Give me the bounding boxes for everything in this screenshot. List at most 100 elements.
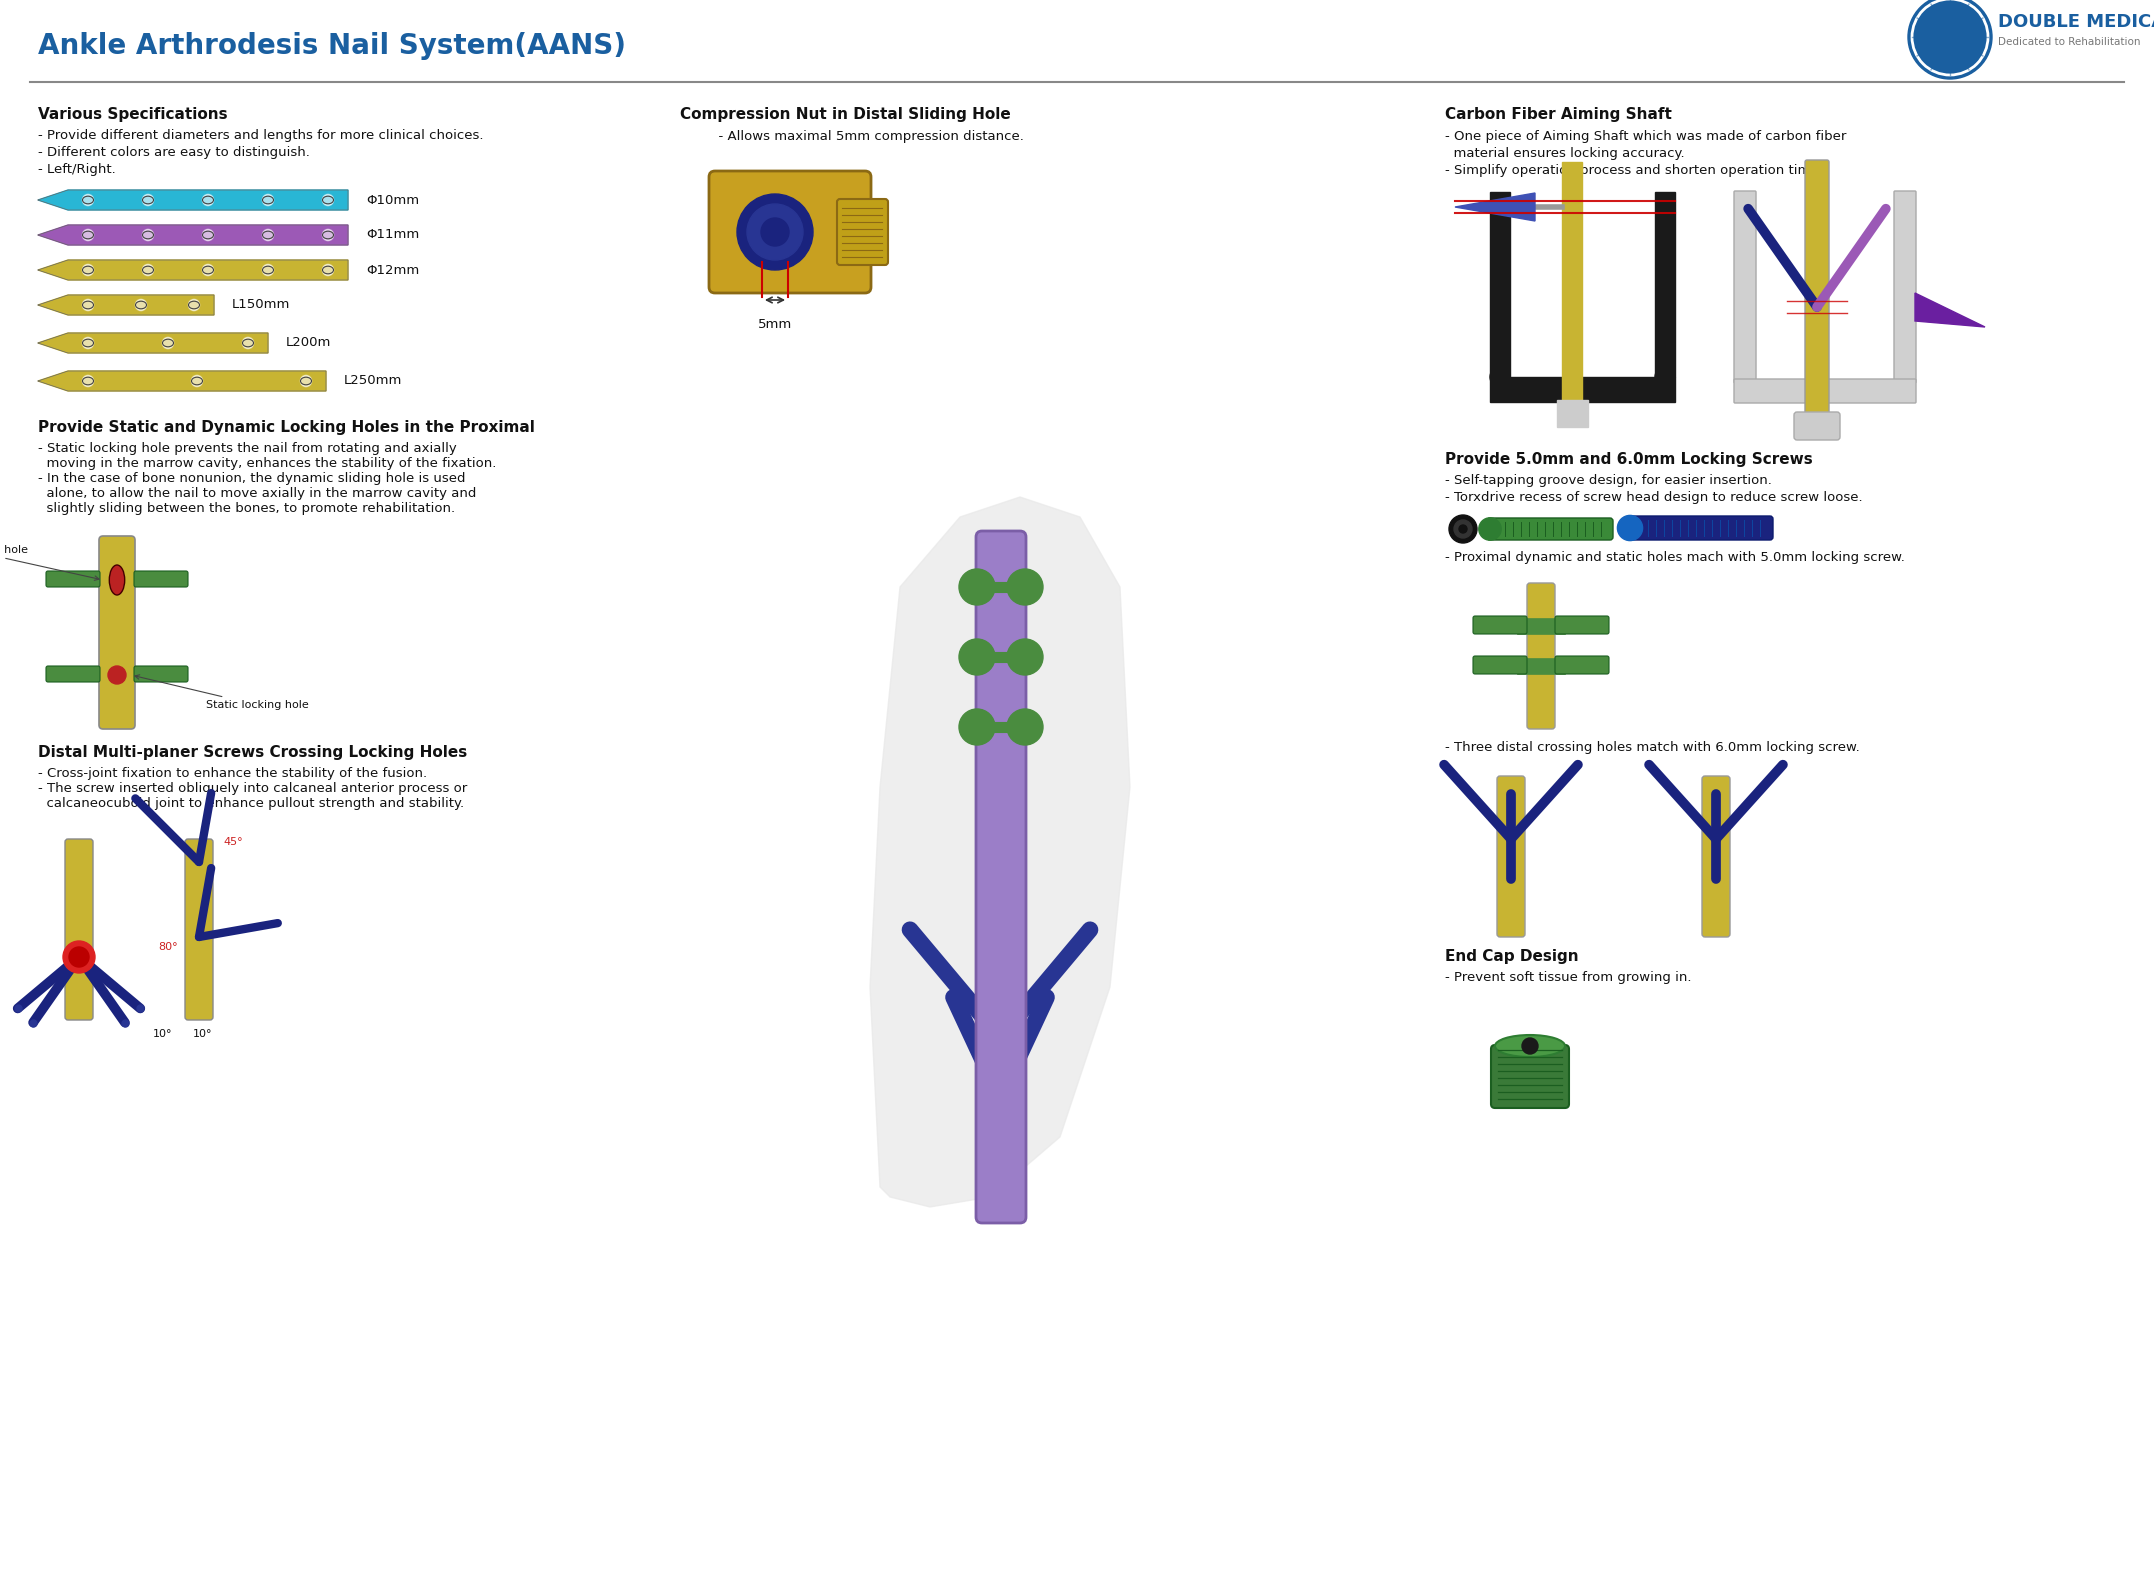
Text: - Three distal crossing holes match with 6.0mm locking screw.: - Three distal crossing holes match with… — [1445, 741, 1859, 754]
Circle shape — [323, 230, 334, 241]
Ellipse shape — [1495, 1035, 1566, 1057]
FancyBboxPatch shape — [1626, 516, 1773, 540]
FancyBboxPatch shape — [1473, 616, 1527, 633]
Text: Φ12mm: Φ12mm — [366, 263, 420, 276]
FancyBboxPatch shape — [1805, 160, 1829, 419]
FancyBboxPatch shape — [1794, 413, 1840, 440]
Circle shape — [263, 194, 274, 206]
Text: - Provide different diameters and lengths for more clinical choices.: - Provide different diameters and length… — [39, 129, 482, 141]
Text: - One piece of Aiming Shaft which was made of carbon fiber: - One piece of Aiming Shaft which was ma… — [1445, 130, 1846, 143]
Circle shape — [162, 338, 174, 349]
Circle shape — [959, 570, 995, 605]
Polygon shape — [870, 497, 1131, 1208]
FancyBboxPatch shape — [134, 571, 187, 587]
Circle shape — [1450, 516, 1478, 543]
FancyBboxPatch shape — [1555, 655, 1609, 674]
Polygon shape — [39, 260, 349, 279]
Polygon shape — [1491, 378, 1676, 402]
Text: slightly sliding between the bones, to promote rehabilitation.: slightly sliding between the bones, to p… — [39, 501, 454, 516]
Circle shape — [1654, 367, 1676, 387]
Text: - In the case of bone nonunion, the dynamic sliding hole is used: - In the case of bone nonunion, the dyna… — [39, 471, 465, 486]
Circle shape — [82, 300, 93, 311]
Polygon shape — [39, 225, 349, 244]
FancyBboxPatch shape — [1734, 379, 1917, 403]
FancyBboxPatch shape — [1527, 582, 1555, 728]
Text: L250mm: L250mm — [345, 375, 403, 387]
Circle shape — [747, 205, 803, 260]
FancyBboxPatch shape — [65, 840, 93, 1020]
Text: Dynamic locking hole: Dynamic locking hole — [0, 544, 99, 581]
Text: 10°: 10° — [153, 1028, 172, 1039]
Circle shape — [1618, 516, 1644, 541]
Polygon shape — [1734, 192, 1756, 378]
FancyBboxPatch shape — [45, 571, 99, 587]
Text: - Self-tapping groove design, for easier insertion.: - Self-tapping groove design, for easier… — [1445, 475, 1773, 487]
Ellipse shape — [110, 565, 125, 595]
Text: - Simplify operation process and shorten operation time.: - Simplify operation process and shorten… — [1445, 163, 1822, 178]
Text: 45°: 45° — [224, 836, 243, 847]
Circle shape — [202, 265, 213, 276]
Circle shape — [959, 640, 995, 674]
Polygon shape — [39, 190, 349, 209]
Text: - Allows maximal 5mm compression distance.: - Allows maximal 5mm compression distanc… — [711, 130, 1023, 143]
Circle shape — [1008, 709, 1043, 744]
Polygon shape — [39, 333, 267, 352]
Text: Φ10mm: Φ10mm — [366, 194, 420, 206]
Circle shape — [108, 667, 125, 684]
Polygon shape — [1915, 294, 1986, 327]
Text: - Different colors are easy to distinguish.: - Different colors are easy to distingui… — [39, 146, 310, 159]
FancyBboxPatch shape — [1486, 517, 1613, 540]
FancyBboxPatch shape — [1702, 776, 1730, 936]
FancyBboxPatch shape — [1734, 190, 1756, 382]
Text: - The screw inserted obliquely into calcaneal anterior process or: - The screw inserted obliquely into calc… — [39, 782, 467, 795]
Circle shape — [243, 338, 254, 349]
Circle shape — [136, 300, 146, 311]
Circle shape — [299, 376, 312, 387]
Circle shape — [82, 194, 93, 206]
Text: - Torxdrive recess of screw head design to reduce screw loose.: - Torxdrive recess of screw head design … — [1445, 490, 1863, 505]
Text: Carbon Fiber Aiming Shaft: Carbon Fiber Aiming Shaft — [1445, 106, 1672, 122]
Circle shape — [62, 941, 95, 973]
FancyBboxPatch shape — [838, 198, 887, 265]
Text: Provide Static and Dynamic Locking Holes in the Proximal: Provide Static and Dynamic Locking Holes… — [39, 421, 534, 435]
Polygon shape — [39, 295, 213, 314]
Polygon shape — [1562, 162, 1581, 413]
Text: 10°: 10° — [194, 1028, 213, 1039]
Circle shape — [82, 265, 93, 276]
Text: - Static locking hole prevents the nail from rotating and axially: - Static locking hole prevents the nail … — [39, 443, 457, 455]
Polygon shape — [1491, 192, 1510, 378]
Circle shape — [202, 230, 213, 241]
Text: Various Specifications: Various Specifications — [39, 106, 228, 122]
Circle shape — [263, 265, 274, 276]
Text: - Cross-joint fixation to enhance the stability of the fusion.: - Cross-joint fixation to enhance the st… — [39, 767, 426, 779]
Circle shape — [1491, 367, 1510, 387]
FancyBboxPatch shape — [1473, 655, 1527, 674]
Text: Dedicated to Rehabilitation: Dedicated to Rehabilitation — [1999, 37, 2141, 48]
Circle shape — [187, 300, 200, 311]
Text: Distal Multi-planer Screws Crossing Locking Holes: Distal Multi-planer Screws Crossing Lock… — [39, 744, 467, 760]
Circle shape — [1908, 0, 1992, 79]
FancyBboxPatch shape — [1497, 776, 1525, 936]
Circle shape — [69, 947, 88, 966]
Circle shape — [323, 194, 334, 206]
Circle shape — [1454, 521, 1471, 538]
FancyBboxPatch shape — [99, 536, 136, 728]
Text: - Left/Right.: - Left/Right. — [39, 163, 116, 176]
Circle shape — [263, 230, 274, 241]
Text: Φ11mm: Φ11mm — [366, 229, 420, 241]
Circle shape — [737, 194, 812, 270]
Text: End Cap Design: End Cap Design — [1445, 949, 1579, 963]
Text: DOUBLE MEDICAL: DOUBLE MEDICAL — [1999, 13, 2154, 32]
Circle shape — [760, 217, 788, 246]
FancyBboxPatch shape — [134, 667, 187, 682]
FancyBboxPatch shape — [1893, 190, 1917, 382]
Circle shape — [323, 265, 334, 276]
Circle shape — [192, 376, 202, 387]
Circle shape — [1458, 525, 1467, 533]
FancyBboxPatch shape — [976, 532, 1025, 1224]
Polygon shape — [1654, 192, 1676, 378]
Polygon shape — [39, 371, 325, 390]
FancyBboxPatch shape — [709, 171, 870, 294]
Text: Compression Nut in Distal Sliding Hole: Compression Nut in Distal Sliding Hole — [681, 106, 1010, 122]
Text: 5mm: 5mm — [758, 317, 793, 332]
